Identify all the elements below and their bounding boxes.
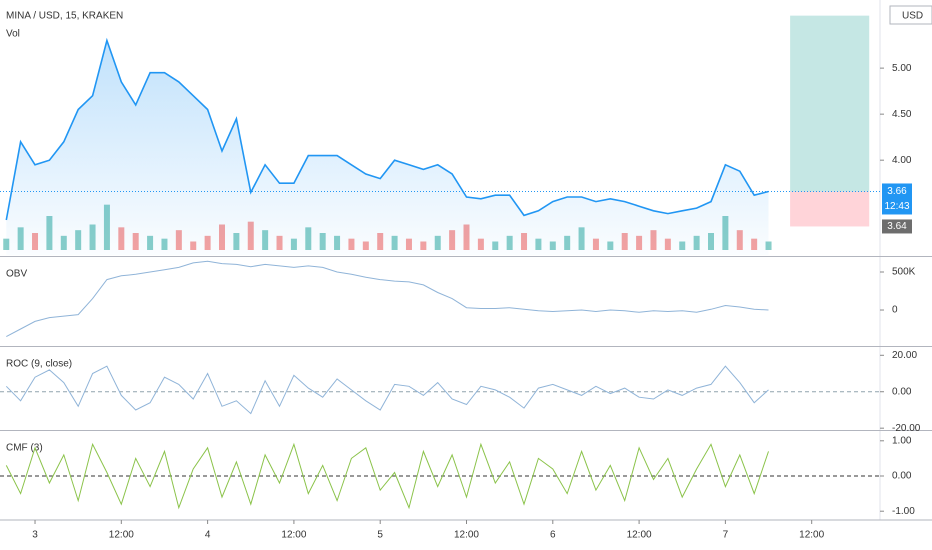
x-tick-label: 12:00: [799, 530, 824, 541]
y-tick-label: 0.00: [892, 471, 912, 482]
y-tick-label: 0.00: [892, 386, 912, 397]
y-tick-label: 4.50: [892, 109, 912, 120]
x-tick-label: 5: [377, 530, 383, 541]
price-line: [5, 37, 769, 221]
price-area: [6, 40, 769, 255]
indicator-line: [5, 365, 769, 415]
y-tick-label: -1.00: [892, 506, 915, 517]
legend-vol: Vol: [6, 29, 20, 40]
pane-title: CMF (3): [6, 443, 43, 454]
x-tick-label: 12:00: [454, 530, 479, 541]
y-tick-label: 20.00: [892, 350, 917, 361]
y-tick-label: -20.00: [892, 423, 921, 434]
y-tick-label: 0: [892, 305, 898, 316]
indicator-line: [6, 260, 769, 338]
x-tick-label: 3: [32, 530, 38, 541]
y-tick-label: 1.00: [892, 435, 912, 446]
stop-zone: [790, 191, 870, 227]
x-tick-label: 4: [205, 530, 211, 541]
y-tick-label: 4.00: [892, 155, 912, 166]
indicator-line: [5, 442, 769, 510]
y-tick-label: 5.00: [892, 63, 912, 74]
currency-box: [889, 5, 932, 25]
x-tick-label: 12:00: [627, 530, 652, 541]
x-tick-label: 12:00: [281, 530, 306, 541]
bid-label: 3.64: [887, 221, 907, 232]
x-tick-label: 12:00: [109, 530, 134, 541]
last-price-box: [882, 183, 912, 215]
target-zone: [790, 15, 870, 192]
bid-box: [882, 219, 912, 234]
x-tick-label: 7: [723, 530, 729, 541]
pane-title: OBV: [6, 269, 27, 280]
volume-bar: [765, 241, 772, 250]
countdown-label: 12:43: [884, 201, 909, 212]
pane-title: ROC (9, close): [6, 359, 72, 370]
pane-title: MINA / USD, 15, KRAKEN: [6, 11, 123, 22]
x-tick-label: 6: [550, 530, 556, 541]
last-price-label: 3.66: [887, 186, 907, 197]
volume-bar: [3, 238, 10, 250]
currency-label: USD: [902, 11, 923, 22]
y-tick-label: 500K: [892, 267, 916, 278]
